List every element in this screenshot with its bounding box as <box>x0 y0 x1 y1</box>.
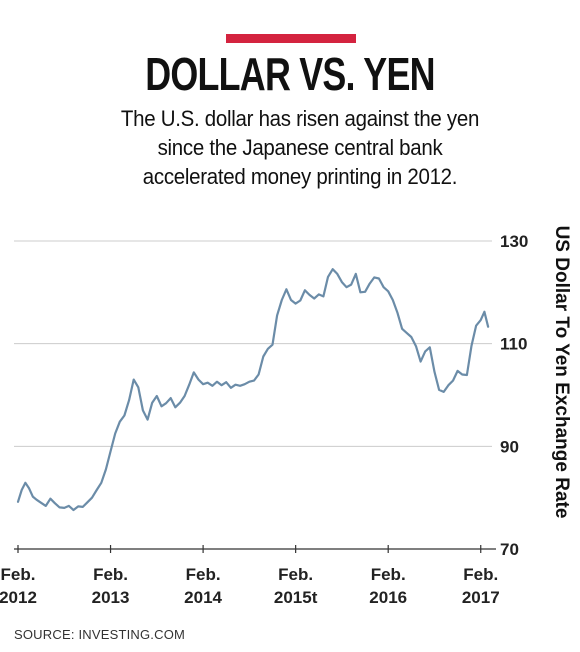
series-layer <box>16 268 490 512</box>
y-tick-label-130: 130 <box>500 232 528 251</box>
subtitle-line-3: accelerated money printing in 2012. <box>142 164 458 189</box>
y-axis-tick-labels: 70 90 110 130 <box>500 232 528 559</box>
x-tick-label-month-2: Feb. <box>186 565 221 584</box>
y-tick-label-90: 90 <box>500 437 519 456</box>
x-tick-label-year-2: 2014 <box>184 588 222 607</box>
accent-bar <box>226 34 356 43</box>
x-tick-label-month-1: Feb. <box>93 565 128 584</box>
subtitle-line-2: since the Japanese central bank <box>157 135 443 160</box>
chart-title: DOLLAR VS. YEN <box>145 48 435 100</box>
subtitle-line-1: The U.S. dollar has risen against the ye… <box>120 106 480 131</box>
x-tick-label-year-0: 2012 <box>0 588 37 607</box>
x-tick-label-year-5: 2017 <box>462 588 500 607</box>
x-tick-label-year-1: 2013 <box>92 588 130 607</box>
gridlines <box>14 240 492 447</box>
x-tick-label-month-4: Feb. <box>371 565 406 584</box>
x-tick-label-year-3: 2015t <box>274 588 318 607</box>
x-tick-label-month-5: Feb. <box>463 565 498 584</box>
y-axis-title: US Dollar To Yen Exchange Rate <box>551 226 572 519</box>
y-axis-label: US Dollar To Yen Exchange Rate <box>551 226 572 519</box>
series-line-0 <box>16 268 490 512</box>
x-tick-label-month-0: Feb. <box>1 565 36 584</box>
x-tick-label-month-3: Feb. <box>278 565 313 584</box>
x-axis: Feb. 2012 Feb. 2013 Feb. 2014 Feb. 2015t Feb. 201… <box>0 545 500 607</box>
x-tick-label-year-4: 2016 <box>369 588 407 607</box>
source-note: SOURCE: INVESTING.COM <box>14 627 186 642</box>
y-tick-label-70: 70 <box>500 540 519 559</box>
y-tick-label-110: 110 <box>500 335 527 354</box>
chart-subtitle: The U.S. dollar has risen against the ye… <box>21 104 579 191</box>
